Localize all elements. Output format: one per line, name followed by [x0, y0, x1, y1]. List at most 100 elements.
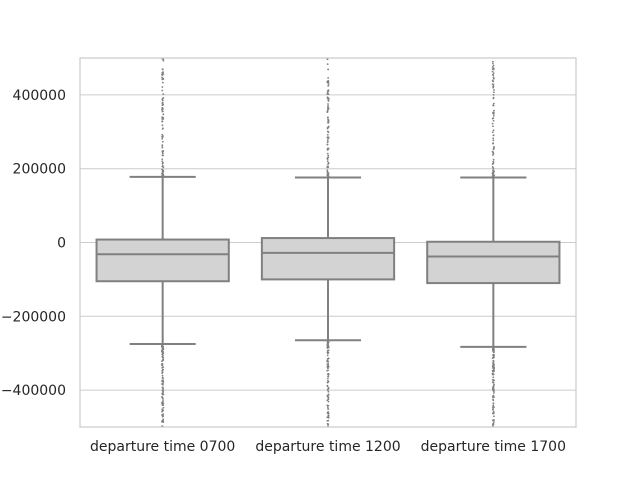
outlier-point — [161, 363, 163, 365]
outlier-point — [327, 419, 330, 422]
outlier-point — [326, 399, 329, 402]
outlier-point — [327, 393, 330, 396]
outlier-point — [492, 153, 495, 155]
outlier-point — [493, 89, 495, 91]
outlier-point — [161, 380, 163, 383]
outlier-point — [491, 163, 494, 166]
outlier-point — [161, 371, 164, 373]
outlier-point — [326, 116, 329, 119]
outlier-point — [161, 160, 164, 163]
outlier-point — [492, 134, 495, 137]
outlier-point — [326, 381, 329, 384]
iqr-box — [95, 238, 230, 283]
outlier-point — [492, 119, 495, 122]
outlier-point — [326, 404, 329, 407]
outlier-point — [492, 381, 495, 384]
outlier-point — [162, 113, 165, 116]
outlier-point — [162, 150, 165, 152]
outlier-point — [161, 387, 164, 389]
outlier-point — [161, 352, 164, 354]
outlier-point — [492, 385, 495, 387]
outlier-point — [326, 157, 329, 160]
iqr-box — [426, 240, 561, 285]
outlier-point — [326, 97, 329, 100]
outlier-point — [327, 380, 330, 383]
outlier-point — [492, 396, 495, 399]
outlier-point — [326, 340, 329, 343]
outlier-point — [493, 109, 495, 112]
outlier-points — [491, 60, 495, 427]
outlier-point — [493, 419, 495, 421]
outlier-point — [492, 370, 495, 373]
outlier-point — [492, 367, 494, 369]
outlier-point — [327, 103, 329, 105]
outlier-point — [327, 107, 330, 110]
outlier-point — [492, 422, 495, 425]
outlier-point — [161, 396, 164, 398]
outlier-point — [492, 114, 495, 117]
outlier-point — [491, 60, 494, 63]
outlier-point — [161, 415, 164, 418]
plot-frame — [79, 57, 577, 428]
outlier-point — [162, 169, 164, 172]
outlier-point — [161, 146, 164, 149]
outlier-point — [327, 365, 330, 368]
outlier-point — [492, 158, 495, 161]
outlier-point — [161, 382, 164, 385]
outlier-point — [326, 354, 329, 357]
outlier-point — [327, 411, 329, 413]
outlier-point — [492, 142, 495, 145]
outlier-point — [492, 112, 495, 115]
outlier-point — [491, 412, 494, 415]
outlier-point — [162, 96, 165, 99]
outlier-point — [492, 72, 495, 75]
outlier-point — [161, 116, 164, 119]
outlier-point — [327, 100, 330, 102]
outlier-point — [161, 144, 164, 147]
outlier-point — [161, 410, 163, 413]
x-axis-ticks: departure time 0700 departure time 1200 de… — [90, 439, 566, 455]
outlier-point — [326, 358, 329, 360]
outlier-point — [492, 173, 495, 176]
outlier-point — [161, 168, 163, 171]
outlier-point — [327, 395, 329, 398]
outlier-point — [161, 165, 164, 168]
outlier-point — [492, 96, 495, 99]
outlier-point — [491, 423, 494, 426]
outlier-point — [492, 137, 495, 140]
outlier-point — [492, 388, 495, 391]
outlier-point — [161, 86, 164, 88]
outlier-point — [492, 392, 495, 394]
outlier-point — [493, 421, 495, 423]
outlier-point — [162, 368, 165, 371]
outlier-point — [492, 171, 495, 174]
outlier-point — [326, 377, 329, 380]
outlier-point — [161, 348, 164, 350]
y-tick-label: 200000 — [13, 162, 66, 178]
outlier-point — [161, 389, 164, 392]
outlier-point — [326, 363, 329, 366]
outlier-point — [492, 364, 495, 367]
outlier-point — [161, 420, 164, 423]
outlier-point — [491, 70, 494, 73]
outlier-point — [161, 140, 164, 143]
outlier-point — [493, 146, 495, 148]
outlier-point — [492, 360, 495, 362]
outlier-point — [161, 404, 164, 407]
outlier-point — [492, 85, 495, 88]
outlier-point — [327, 351, 330, 354]
outlier-point — [492, 376, 495, 379]
outlier-point — [492, 390, 495, 393]
outlier-point — [327, 118, 330, 121]
outlier-point — [492, 77, 495, 80]
outlier-point — [326, 406, 329, 409]
outlier-point — [327, 83, 330, 85]
outlier-point — [492, 125, 494, 128]
outlier-point — [161, 120, 164, 123]
outlier-point — [326, 165, 329, 168]
y-tick-label: −400000 — [1, 383, 66, 399]
outlier-point — [161, 74, 164, 76]
outlier-point — [161, 89, 164, 92]
outlier-point — [326, 172, 329, 174]
x-tick-label: departure time 1700 — [421, 439, 566, 455]
